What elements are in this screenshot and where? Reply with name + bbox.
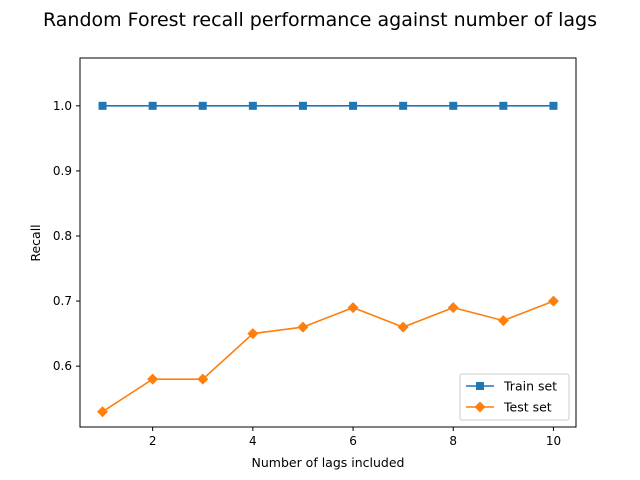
legend-label: Train set [503, 379, 557, 394]
series-layer [97, 101, 559, 418]
data-point [297, 321, 309, 333]
data-point [247, 328, 259, 340]
x-axis-label: Number of lags included [252, 455, 405, 470]
y-tick-label: 0.7 [53, 294, 72, 308]
data-point [449, 101, 458, 110]
data-point [549, 101, 558, 110]
data-point [298, 101, 307, 110]
data-point [248, 101, 257, 110]
chart-title: Random Forest recall performance against… [43, 9, 597, 31]
data-point [147, 373, 159, 385]
data-point [499, 101, 508, 110]
data-point [148, 101, 157, 110]
data-point [349, 101, 358, 110]
data-point [97, 406, 109, 418]
y-tick-label: 0.9 [53, 164, 72, 178]
plot-frame [79, 57, 577, 428]
data-point [447, 302, 459, 314]
series-test-set [97, 295, 559, 418]
data-point [399, 101, 408, 110]
series-train-set [98, 101, 558, 110]
series-line [102, 300, 554, 413]
data-point [497, 315, 509, 327]
data-point [198, 101, 207, 110]
legend-marker [474, 401, 486, 413]
legend: Train set Test set [459, 373, 570, 421]
x-tick-label: 4 [249, 434, 257, 448]
y-axis-label: Recall [28, 224, 43, 261]
x-axis: 2 4 6 8 10 [149, 427, 561, 448]
x-tick-label: 2 [149, 434, 157, 448]
y-tick-label: 0.8 [53, 229, 72, 243]
x-tick-label: 6 [349, 434, 357, 448]
x-tick-label: 10 [546, 434, 561, 448]
data-point [547, 295, 559, 307]
y-tick-label: 1.0 [53, 99, 72, 113]
legend-marker [476, 382, 484, 390]
data-point [397, 321, 409, 333]
data-point [197, 373, 209, 385]
data-point [98, 101, 107, 110]
y-tick-label: 0.6 [53, 359, 72, 373]
y-axis: 0.6 0.7 0.8 0.9 1.0 [53, 99, 80, 373]
plot-area [79, 57, 577, 428]
legend-label: Test set [503, 400, 552, 415]
x-tick-label: 8 [449, 434, 457, 448]
data-point [347, 302, 359, 314]
